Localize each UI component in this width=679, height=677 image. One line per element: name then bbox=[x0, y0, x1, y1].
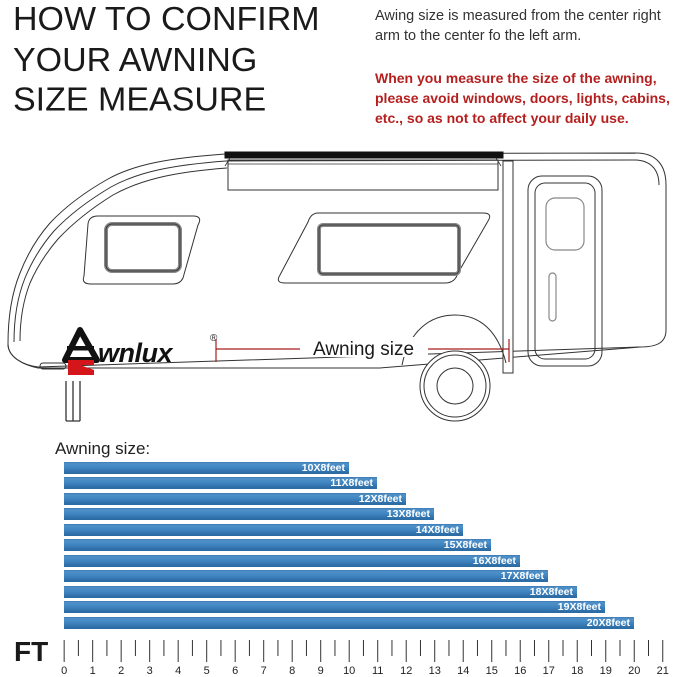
svg-text:®: ® bbox=[210, 333, 218, 344]
svg-text:6: 6 bbox=[232, 665, 238, 677]
svg-text:11: 11 bbox=[372, 665, 383, 677]
svg-text:18: 18 bbox=[571, 665, 583, 677]
svg-text:2: 2 bbox=[118, 665, 124, 677]
svg-text:20: 20 bbox=[628, 665, 640, 677]
svg-text:19: 19 bbox=[600, 665, 612, 677]
svg-text:1: 1 bbox=[90, 665, 96, 677]
svg-text:12: 12 bbox=[400, 665, 412, 677]
svg-text:13: 13 bbox=[429, 665, 441, 677]
svg-text:wnlux: wnlux bbox=[98, 338, 173, 368]
svg-text:8: 8 bbox=[289, 665, 295, 677]
svg-text:3: 3 bbox=[147, 665, 153, 677]
svg-text:17: 17 bbox=[543, 665, 555, 677]
svg-text:10: 10 bbox=[343, 665, 355, 677]
svg-text:4: 4 bbox=[175, 665, 181, 677]
svg-text:14: 14 bbox=[457, 665, 469, 677]
svg-text:9: 9 bbox=[318, 665, 324, 677]
svg-text:16: 16 bbox=[514, 665, 526, 677]
svg-text:7: 7 bbox=[261, 665, 267, 677]
svg-text:15: 15 bbox=[486, 665, 498, 677]
svg-text:5: 5 bbox=[204, 665, 210, 677]
svg-text:0: 0 bbox=[61, 665, 67, 677]
svg-text:21: 21 bbox=[657, 665, 669, 677]
svg-text:Awning size: Awning size bbox=[313, 339, 414, 360]
